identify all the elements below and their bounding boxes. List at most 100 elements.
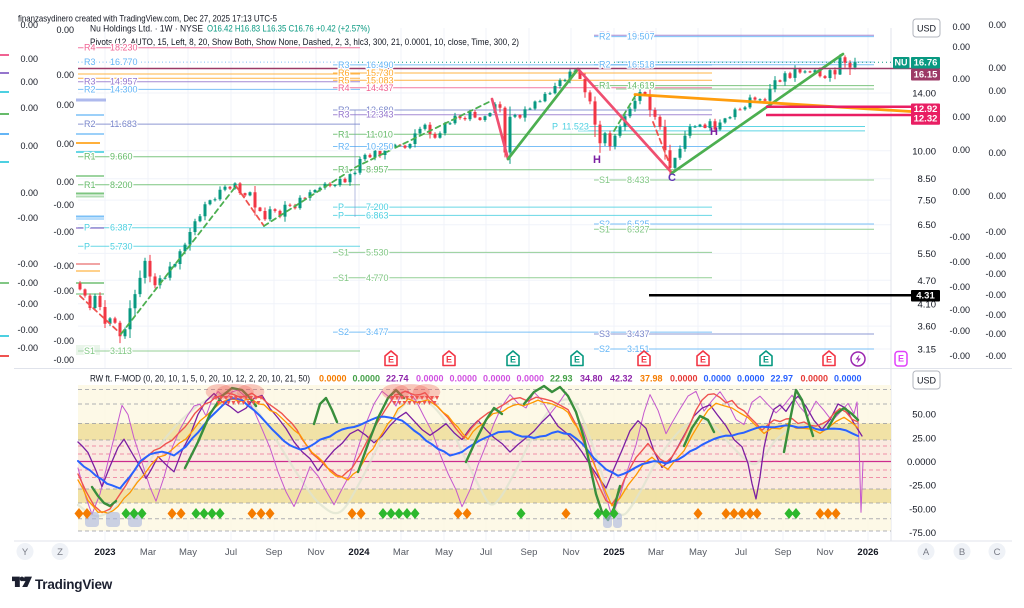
svg-text:Nov: Nov [563,547,580,558]
svg-text:0.00: 0.00 [988,114,1006,124]
svg-text:R3: R3 [338,60,350,70]
svg-text:16.76: 16.76 [914,57,938,68]
svg-text:Sep: Sep [266,547,283,558]
svg-text:Pivots (12, AUTO, 15, Left, 8,: Pivots (12, AUTO, 15, Left, 8, 20, Show … [90,37,519,48]
svg-text:12.680: 12.680 [366,105,394,115]
svg-text:0.0000: 0.0000 [801,374,829,384]
svg-text:R2: R2 [338,105,350,115]
svg-text:R2: R2 [599,60,611,70]
svg-text:0.00: 0.00 [20,77,38,87]
svg-text:0.00: 0.00 [952,74,970,84]
svg-text:0.00: 0.00 [952,187,970,197]
svg-text:22.93: 22.93 [550,374,573,384]
svg-text:0.00: 0.00 [988,63,1006,73]
svg-text:P: P [84,223,90,233]
svg-text:0.0000: 0.0000 [353,374,381,384]
svg-text:0.00: 0.00 [20,20,38,30]
svg-text:12.343: 12.343 [366,110,394,120]
svg-text:R2: R2 [338,142,350,152]
svg-text:0.00: 0.00 [952,22,970,32]
svg-text:R4: R4 [84,43,96,53]
svg-text:-0.00: -0.00 [985,329,1006,339]
svg-text:12.32: 12.32 [914,114,938,125]
svg-text:6.387: 6.387 [110,223,133,233]
svg-text:Jul: Jul [480,547,492,558]
svg-text:-0.00: -0.00 [17,213,38,223]
svg-text:4.70: 4.70 [918,276,937,287]
svg-text:-0.00: -0.00 [949,326,970,336]
svg-text:0.00: 0.00 [988,86,1006,96]
svg-text:A: A [923,547,930,558]
svg-text:R1: R1 [338,165,350,175]
svg-text:May: May [179,547,197,558]
svg-text:-0.00: -0.00 [985,227,1006,237]
svg-text:42.32: 42.32 [610,374,633,384]
svg-text:May: May [435,547,453,558]
svg-text:E: E [574,355,580,365]
svg-text:8.433: 8.433 [627,175,650,185]
svg-text:S1: S1 [338,247,349,257]
svg-text:R3: R3 [338,110,350,120]
svg-text:5.530: 5.530 [366,247,389,257]
svg-text:E: E [388,355,394,365]
svg-text:25.00: 25.00 [912,433,936,444]
svg-text:-0.00: -0.00 [17,259,38,269]
svg-text:3.477: 3.477 [366,327,389,337]
svg-text:Sep: Sep [775,547,792,558]
svg-text:16.770: 16.770 [110,57,138,67]
svg-text:6.327: 6.327 [627,224,650,234]
svg-text:50.00: 50.00 [912,410,936,421]
svg-text:3.15: 3.15 [918,345,937,356]
svg-text:3.60: 3.60 [918,322,937,333]
svg-text:14.437: 14.437 [366,83,394,93]
svg-text:S1: S1 [599,224,610,234]
svg-text:R5: R5 [338,75,350,85]
svg-text:S2: S2 [338,327,349,337]
svg-text:May: May [689,547,707,558]
svg-text:0.0000: 0.0000 [483,374,511,384]
svg-text:R1: R1 [338,129,350,139]
svg-text:7.50: 7.50 [918,196,937,207]
svg-text:E: E [898,354,904,364]
svg-text:0.00: 0.00 [56,100,74,110]
svg-text:Jul: Jul [735,547,747,558]
svg-text:S2: S2 [599,219,610,229]
svg-text:-0.00: -0.00 [53,200,74,210]
svg-text:0.0000: 0.0000 [670,374,698,384]
svg-text:7.200: 7.200 [366,202,389,212]
svg-text:0.0000: 0.0000 [907,457,936,468]
svg-text:-0.00: -0.00 [17,299,38,309]
svg-text:S1: S1 [338,273,349,283]
svg-text:E: E [641,355,647,365]
svg-text:3.113: 3.113 [110,346,132,356]
svg-text:C: C [668,172,676,184]
svg-text:P: P [84,241,90,251]
svg-text:R1: R1 [599,81,611,91]
svg-text:16.490: 16.490 [366,60,394,70]
svg-text:4.770: 4.770 [366,273,389,283]
svg-text:22.97: 22.97 [771,374,794,384]
svg-text:Sep: Sep [521,547,538,558]
svg-text:14.00: 14.00 [912,89,936,100]
svg-text:NU: NU [895,57,908,67]
svg-text:0.0000: 0.0000 [416,374,444,384]
svg-text:37.98: 37.98 [640,374,663,384]
svg-text:11.010: 11.010 [366,129,393,139]
svg-text:Mar: Mar [393,547,409,558]
svg-text:RW ft. F-MOD (0, 20, 10, 1, 5,: RW ft. F-MOD (0, 20, 10, 1, 5, 0, 20, 10… [90,374,310,385]
svg-text:0.00: 0.00 [20,141,38,151]
svg-text:-0.00: -0.00 [949,305,970,315]
svg-text:11.523: 11.523 [562,122,589,132]
svg-text:-0.00: -0.00 [53,355,74,365]
svg-text:9.660: 9.660 [110,152,133,162]
svg-text:19.607: 19.607 [627,30,655,40]
svg-text:R2: R2 [84,119,96,129]
svg-text:4.31: 4.31 [916,290,935,301]
svg-text:R1: R1 [84,152,96,162]
svg-text:-0.00: -0.00 [949,257,970,267]
svg-text:Nov: Nov [817,547,834,558]
svg-text:2026: 2026 [857,547,878,558]
svg-text:O16.42 H16.83 L16.35 C16.76 +0: O16.42 H16.83 L16.35 C16.76 +0.42 (+2.57… [207,24,370,35]
svg-text:5.730: 5.730 [110,241,133,251]
svg-text:-0.00: -0.00 [17,278,38,288]
